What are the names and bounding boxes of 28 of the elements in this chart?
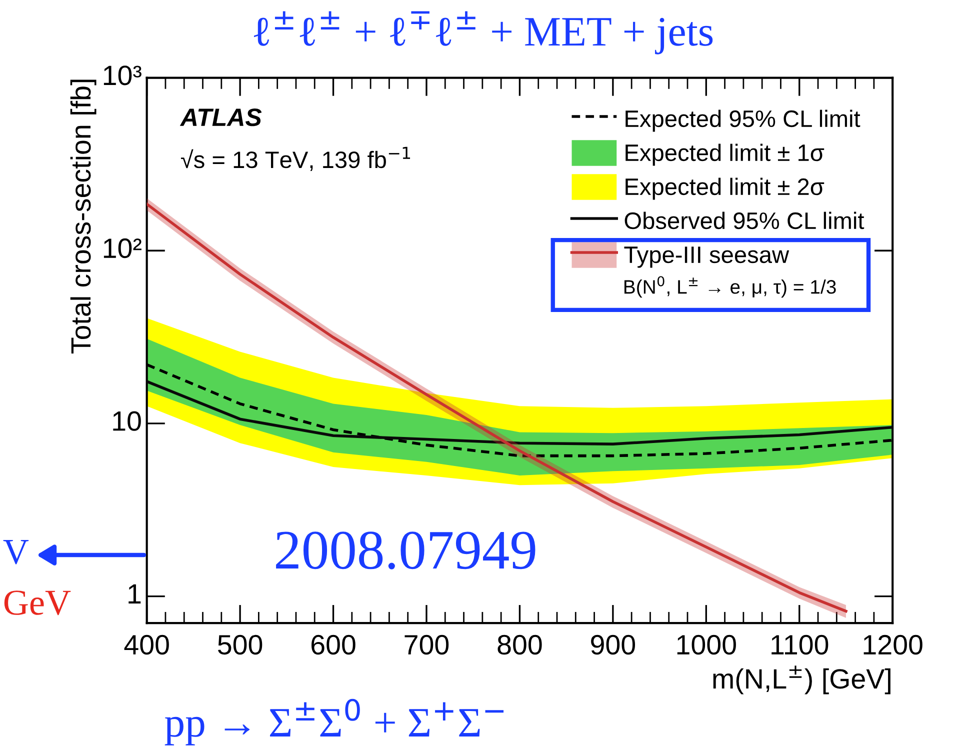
x-tick-label: 700 (404, 634, 449, 655)
x-tick-label: 500 (218, 634, 262, 655)
x-tick-label: 400 (124, 634, 169, 655)
legend-label: Observed 95% CL limit (624, 212, 864, 230)
x-tick-label: 900 (591, 634, 636, 655)
legend-label: Type-III seesaw (624, 246, 790, 268)
x-tick-label: 1100 (772, 634, 828, 655)
annotation: 2008.07949 (276, 532, 536, 570)
text: GeV (4, 590, 71, 616)
legend-label: Expected 95% CL limit (626, 110, 860, 132)
x-tick-label: 1200 (864, 634, 922, 655)
annotation: ATLAS (180, 108, 262, 126)
y-tick-label: 10³ (104, 66, 142, 86)
legend-label: Expected limit ± 2σ (626, 178, 824, 200)
x-tick-label: 1000 (677, 634, 736, 655)
chart-title: ℓ$^{±}$ℓ$^{±}$ + ℓ$^{∓}$ℓ$^{±}$ + MET + jets (254, 11, 713, 54)
legend-label: Expected limit ± 1σ (626, 144, 824, 166)
annotation: B(N$^{0}$, L$^{±}$ → e, μ, τ) = 1/3 (624, 276, 836, 298)
y-tick-label: 10 (113, 411, 141, 431)
x-tick-label: 800 (498, 634, 542, 655)
annotation: √s = 13 TeV, 139 fb$^{−1}$ (180, 146, 410, 171)
y-axis-title: Total cross-section [fb] (70, 80, 96, 354)
y-tick-label: 1 (128, 584, 141, 604)
text: V (3, 540, 29, 564)
text: pp → Σ$^{±}$Σ$^{0}$ + Σ$^{+}$Σ$^{−}$ (164, 698, 504, 746)
x-axis-title: m(N,L$^{±}$) [GeV] (713, 666, 890, 694)
y-tick-label: 10² (104, 238, 142, 258)
x-tick-label: 600 (312, 634, 356, 655)
